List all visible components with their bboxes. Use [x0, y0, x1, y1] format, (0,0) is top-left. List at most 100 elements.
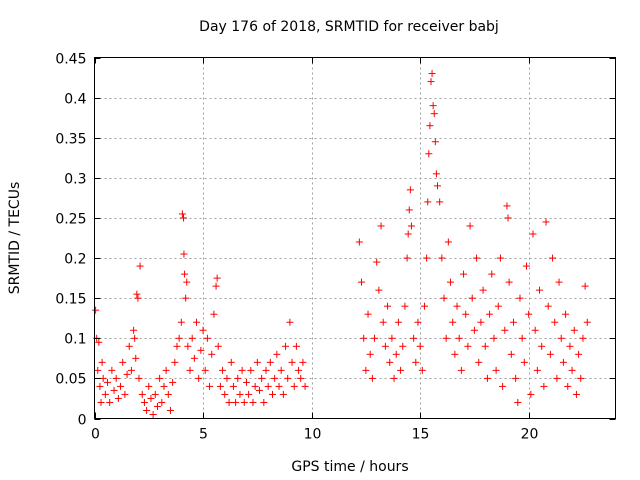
- data-point: [132, 354, 140, 362]
- data-point: [572, 390, 580, 398]
- data-point: [219, 366, 227, 374]
- data-point: [420, 302, 428, 310]
- data-point: [533, 366, 541, 374]
- data-point: [183, 278, 191, 286]
- data-point: [455, 334, 463, 342]
- data-point: [416, 342, 424, 350]
- data-point: [227, 358, 235, 366]
- data-point: [505, 278, 513, 286]
- data-point: [127, 366, 135, 374]
- data-point: [271, 374, 279, 382]
- data-point: [214, 342, 222, 350]
- data-point: [470, 326, 478, 334]
- data-point: [432, 170, 440, 178]
- data-point: [301, 382, 309, 390]
- y-tick-label: 0.3: [64, 172, 86, 188]
- data-point: [407, 222, 415, 230]
- data-point: [240, 398, 248, 406]
- data-point: [504, 214, 512, 222]
- data-point: [95, 338, 103, 346]
- data-point: [292, 342, 300, 350]
- data-point: [525, 310, 533, 318]
- data-point: [557, 334, 565, 342]
- data-point: [234, 374, 242, 382]
- data-point: [527, 390, 535, 398]
- data-point: [273, 350, 281, 358]
- data-point: [108, 366, 116, 374]
- data-point: [251, 382, 259, 390]
- data-point: [368, 374, 376, 382]
- data-point: [509, 318, 517, 326]
- data-point: [362, 366, 370, 374]
- data-point: [540, 382, 548, 390]
- x-tick-label: 10: [304, 427, 322, 443]
- data-point: [203, 334, 211, 342]
- data-point: [197, 346, 205, 354]
- data-point: [392, 350, 400, 358]
- data-point: [529, 230, 537, 238]
- data-point: [566, 342, 574, 350]
- data-point: [156, 374, 164, 382]
- data-point: [216, 382, 224, 390]
- data-point: [94, 366, 102, 374]
- data-point: [451, 350, 459, 358]
- data-point: [431, 138, 439, 146]
- data-point: [169, 378, 177, 386]
- data-point: [520, 358, 528, 366]
- data-point: [181, 270, 189, 278]
- data-point: [143, 406, 151, 414]
- data-point: [358, 278, 366, 286]
- data-point: [269, 390, 277, 398]
- data-point: [438, 254, 446, 262]
- data-point: [577, 374, 585, 382]
- data-point: [440, 294, 448, 302]
- data-point: [457, 366, 465, 374]
- data-point: [297, 374, 305, 382]
- data-point: [177, 318, 185, 326]
- data-point: [542, 218, 550, 226]
- data-point: [488, 270, 496, 278]
- data-point: [125, 342, 133, 350]
- data-point: [97, 398, 105, 406]
- data-point: [453, 302, 461, 310]
- data-point: [229, 382, 237, 390]
- data-point: [559, 358, 567, 366]
- data-point: [135, 374, 143, 382]
- data-point: [447, 278, 455, 286]
- data-point: [406, 186, 414, 194]
- data-point: [130, 326, 138, 334]
- data-point: [260, 398, 268, 406]
- grid: [94, 57, 616, 419]
- y-tick-label: 0: [78, 413, 87, 429]
- data-point: [223, 374, 231, 382]
- data-point: [518, 334, 526, 342]
- data-point: [427, 78, 435, 86]
- data-point: [418, 366, 426, 374]
- data-point: [195, 374, 203, 382]
- data-point: [460, 270, 468, 278]
- data-points: [92, 70, 591, 418]
- x-axis: 0 5 10 15 20: [91, 57, 538, 443]
- x-tick-label: 15: [412, 427, 430, 443]
- data-point: [110, 386, 118, 394]
- data-point: [286, 318, 294, 326]
- data-point: [399, 342, 407, 350]
- data-point: [277, 366, 285, 374]
- data-point: [264, 382, 272, 390]
- data-point: [522, 262, 530, 270]
- data-point: [390, 374, 398, 382]
- data-point: [394, 318, 402, 326]
- data-point: [373, 258, 381, 266]
- data-point: [104, 378, 112, 386]
- y-tick-label: 0.4: [64, 92, 86, 108]
- data-point: [225, 398, 233, 406]
- data-point: [213, 274, 221, 282]
- data-point: [512, 374, 520, 382]
- data-point: [581, 282, 589, 290]
- data-point: [570, 326, 578, 334]
- data-point: [145, 382, 153, 390]
- data-point: [188, 334, 196, 342]
- data-point: [483, 374, 491, 382]
- data-point: [232, 398, 240, 406]
